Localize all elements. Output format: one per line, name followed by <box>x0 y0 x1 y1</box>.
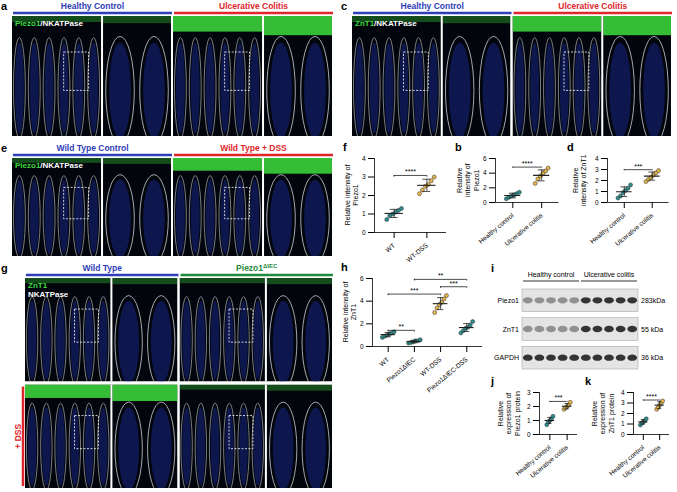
svg-text:Piezo1ΔIEC-DSS: Piezo1ΔIEC-DSS <box>426 355 470 393</box>
svg-text:2: 2 <box>621 410 625 417</box>
svg-text:Piezo1ΔIEC: Piezo1ΔIEC <box>385 355 417 383</box>
svg-text:Wild Type + DSS: Wild Type + DSS <box>220 143 287 153</box>
svg-text:***: *** <box>410 287 418 294</box>
svg-text:0: 0 <box>621 431 625 438</box>
html-text:Relative intensity of Piezo1: Relative intensity of Piezo1 <box>455 163 480 197</box>
svg-text:a: a <box>1 0 8 12</box>
svg-text:Ulcerative Colitis: Ulcerative Colitis <box>558 1 627 11</box>
html-text:h: h <box>341 261 348 273</box>
svg-text:****: **** <box>521 160 532 167</box>
svg-text:+ DSS: + DSS <box>13 424 23 449</box>
svg-text:Piezo1/NKATPase: Piezo1/NKATPase <box>15 161 83 170</box>
svg-text:283kDa: 283kDa <box>641 297 665 304</box>
svg-text:2: 2 <box>482 184 486 191</box>
svg-text:0: 0 <box>482 199 486 206</box>
svg-text:1: 1 <box>527 417 531 424</box>
svg-text:g: g <box>1 262 8 274</box>
svg-text:Healthy control: Healthy control <box>476 211 515 245</box>
svg-text:Ulcerative colitis: Ulcerative colitis <box>613 211 654 247</box>
svg-text:3: 3 <box>527 389 531 396</box>
svg-text:**: ** <box>438 272 444 279</box>
svg-text:4: 4 <box>482 169 486 176</box>
svg-text:c: c <box>341 0 347 12</box>
svg-text:55 kDa: 55 kDa <box>641 326 663 333</box>
svg-text:****: **** <box>646 393 657 400</box>
svg-text:3: 3 <box>594 166 598 173</box>
svg-text:0: 0 <box>362 229 366 236</box>
svg-text:0: 0 <box>594 199 598 206</box>
svg-text:ZnT1: ZnT1 <box>503 326 519 333</box>
svg-text:Healthy control: Healthy control <box>588 211 626 245</box>
svg-text:0: 0 <box>527 431 531 438</box>
svg-text:2: 2 <box>594 177 598 184</box>
svg-text:***: *** <box>450 280 458 287</box>
svg-text:NKATPase: NKATPase <box>28 290 69 299</box>
svg-text:e: e <box>1 142 7 154</box>
html-text:Relative intensity of ZnT1: Relative intensity of ZnT1 <box>341 281 357 343</box>
svg-text:Piezo1ΔIEC: Piezo1ΔIEC <box>236 263 278 273</box>
svg-text:Healthy control: Healthy control <box>528 271 575 279</box>
svg-text:ZnT1: ZnT1 <box>28 281 48 290</box>
svg-text:WT-DSS: WT-DSS <box>405 241 429 263</box>
svg-text:1: 1 <box>362 210 366 217</box>
svg-text:2: 2 <box>360 320 364 327</box>
svg-text:Ulcerative colitis: Ulcerative colitis <box>584 271 635 278</box>
svg-text:Wild Type: Wild Type <box>83 263 123 273</box>
html-text:Relative intensity of Piezo1: Relative intensity of Piezo1 <box>343 164 359 226</box>
svg-text:Ulcerative colitis: Ulcerative colitis <box>529 443 570 479</box>
svg-text:Piezo1/NKATPase: Piezo1/NKATPase <box>15 19 83 28</box>
svg-text:2: 2 <box>362 192 366 199</box>
svg-text:ZnT1/NKATPase: ZnT1/NKATPase <box>355 19 417 28</box>
svg-text:Wild Type Control: Wild Type Control <box>56 143 128 153</box>
svg-text:GAPDH: GAPDH <box>494 354 519 361</box>
svg-text:2: 2 <box>527 403 531 410</box>
svg-text:***: *** <box>554 394 562 401</box>
svg-text:Healthy control: Healthy control <box>514 443 552 477</box>
html-text:Relative expression of ZnT1 pr: Relative expression of ZnT1 protein <box>589 392 614 434</box>
svg-text:Ulcerative Colitis: Ulcerative Colitis <box>219 1 288 11</box>
svg-text:4: 4 <box>621 389 625 396</box>
svg-text:**: ** <box>399 323 405 330</box>
svg-text:3: 3 <box>621 399 625 406</box>
html-text:j: j <box>491 375 495 387</box>
svg-text:4: 4 <box>594 155 598 162</box>
svg-text:6: 6 <box>482 155 486 162</box>
svg-text:WT: WT <box>378 356 390 368</box>
svg-text:WT: WT <box>384 242 396 254</box>
svg-text:***: *** <box>634 163 642 170</box>
html-text:k: k <box>585 375 592 387</box>
svg-text:1: 1 <box>621 420 625 427</box>
svg-text:Healthy Control: Healthy Control <box>61 1 124 11</box>
svg-text:Healthy control: Healthy control <box>607 443 646 477</box>
html-text:Relative expression of Piezo1: Relative expression of Piezo1 protein <box>495 390 520 436</box>
html-text:f: f <box>343 141 347 153</box>
svg-text:1: 1 <box>594 188 598 195</box>
svg-text:Piezo1: Piezo1 <box>498 297 520 304</box>
svg-text:WT-DSS: WT-DSS <box>419 355 443 377</box>
svg-text:3: 3 <box>362 173 366 180</box>
svg-text:4: 4 <box>360 297 364 304</box>
html-text:b: b <box>455 141 462 153</box>
svg-text:****: **** <box>405 168 416 175</box>
svg-text:i: i <box>491 262 494 274</box>
svg-text:0: 0 <box>360 343 364 350</box>
svg-text:4: 4 <box>362 155 366 162</box>
svg-text:6: 6 <box>360 275 364 282</box>
svg-text:36 kDa: 36 kDa <box>641 354 663 361</box>
svg-text:Ulcerative colitis: Ulcerative colitis <box>621 443 662 479</box>
svg-text:Healthy Control: Healthy Control <box>401 1 464 11</box>
html-text:d: d <box>567 141 574 153</box>
svg-text:Ulcerative colitis: Ulcerative colitis <box>503 211 544 247</box>
html-text:Relative intensity of ZnT1: Relative intensity of ZnT1 <box>571 154 588 206</box>
